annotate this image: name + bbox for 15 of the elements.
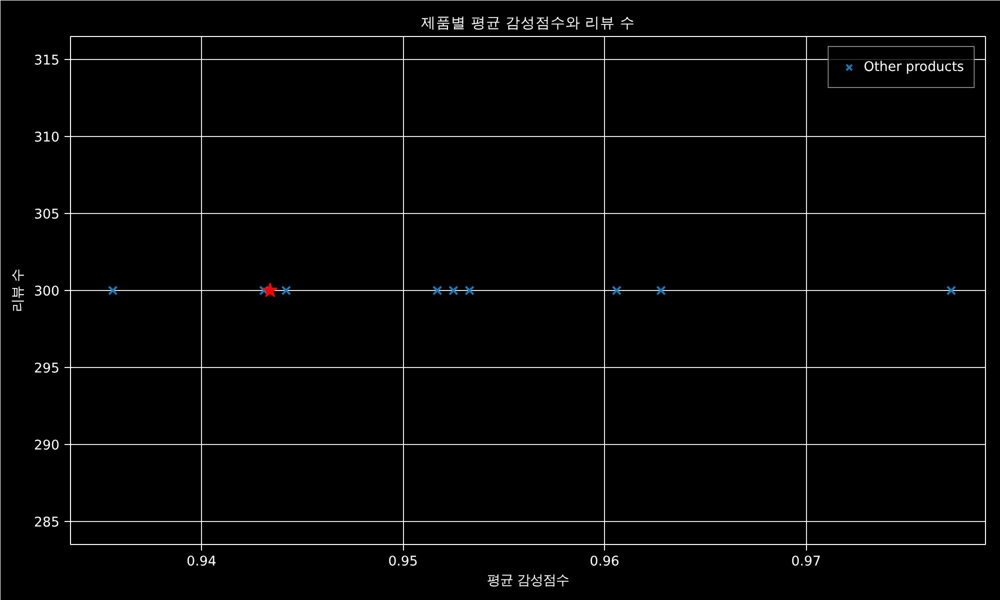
y-tick-label: 290: [34, 438, 60, 454]
y-tick-label: 315: [34, 54, 60, 69]
x-tick-label: 0.96: [590, 554, 620, 570]
x-tick-label: 0.97: [791, 554, 821, 570]
y-tick-label: 295: [34, 361, 60, 376]
y-axis-title: 리뷰 수: [11, 268, 26, 312]
chart-title: 제품별 평균 감성점수와 리뷰 수: [421, 14, 635, 32]
x-tick-label: 0.95: [388, 554, 418, 570]
y-tick-label: 285: [34, 515, 60, 530]
y-tick-label: 300: [34, 284, 60, 300]
legend-label: Other products: [864, 60, 964, 74]
x-axis-title: 평균 감성점수: [486, 574, 570, 588]
x-tick-label: 0.94: [186, 554, 216, 570]
y-tick-label: 305: [34, 208, 60, 223]
y-tick-label: 310: [34, 130, 60, 146]
